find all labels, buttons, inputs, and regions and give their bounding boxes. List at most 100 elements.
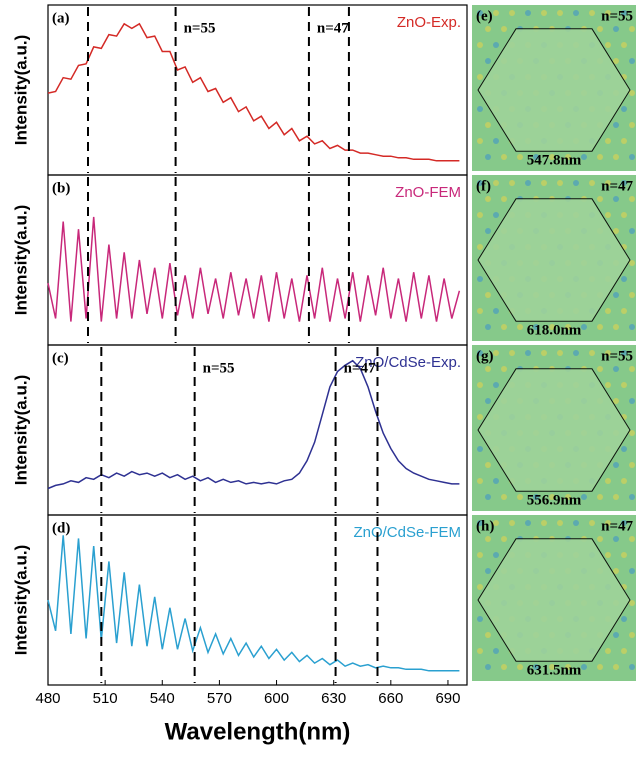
field-spot: [493, 382, 499, 388]
field-spot: [629, 26, 635, 32]
field-spot: [621, 520, 627, 526]
field-spot: [493, 648, 499, 654]
map-label: (h): [476, 518, 494, 534]
mode-label: n=47: [344, 360, 376, 376]
field-spot: [597, 494, 603, 500]
field-spot: [549, 154, 555, 160]
panel-label: (b): [52, 180, 70, 196]
field-spot: [477, 180, 483, 186]
field-spot: [629, 494, 635, 500]
field-spot: [629, 632, 635, 638]
field-spot: [493, 350, 499, 356]
field-spot: [621, 308, 627, 314]
field-spot: [485, 154, 491, 160]
field-spot: [581, 494, 587, 500]
series-name: ZnO/CdSe-Exp.: [355, 354, 461, 371]
field-spot: [613, 228, 619, 234]
field-spot: [589, 520, 595, 526]
field-spot: [501, 324, 507, 330]
field-spot: [493, 10, 499, 16]
field-map: (f) n=47 618.0nm: [472, 175, 636, 341]
field-spot: [541, 180, 547, 186]
field-spot: [501, 664, 507, 670]
field-spot: [501, 26, 507, 32]
series-name: ZnO-FEM: [395, 184, 461, 201]
field-spot: [557, 180, 563, 186]
field-spot: [485, 196, 491, 202]
series-name: ZnO/CdSe-FEM: [353, 524, 461, 541]
field-spot: [629, 260, 635, 266]
field-spot: [613, 26, 619, 32]
hexagon: [477, 538, 631, 662]
field-spot: [629, 536, 635, 542]
field-spot: [477, 446, 483, 452]
field-spot: [485, 324, 491, 330]
field-spot: [541, 10, 547, 16]
field-spot: [613, 196, 619, 202]
panel-label: (d): [52, 520, 70, 536]
field-spot: [565, 494, 571, 500]
field-spot: [477, 520, 483, 526]
field-spot: [573, 350, 579, 356]
field-spot: [589, 10, 595, 16]
field-spot: [557, 520, 563, 526]
field-map: (g) n=55 556.9nm: [472, 345, 636, 511]
map-mode: n=47: [601, 518, 633, 534]
mode-label: n=55: [184, 20, 216, 36]
field-spot: [477, 106, 483, 112]
field-spot: [549, 324, 555, 330]
field-spot: [605, 212, 611, 218]
field-spot: [485, 632, 491, 638]
y-axis-label: Intensity(a.u.): [11, 545, 30, 656]
field-spot: [565, 324, 571, 330]
field-spot: [605, 180, 611, 186]
field-spot: [493, 552, 499, 558]
x-tick-label: 510: [93, 690, 118, 707]
field-spot: [629, 324, 635, 330]
panel-label: (c): [52, 350, 69, 366]
field-spot: [621, 138, 627, 144]
field-spot: [509, 520, 515, 526]
field-spot: [613, 462, 619, 468]
map-wavelength: 618.0nm: [527, 322, 582, 338]
field-spot: [493, 520, 499, 526]
y-axis-label: Intensity(a.u.): [11, 205, 30, 316]
map-mode: n=47: [601, 178, 633, 194]
field-spot: [493, 212, 499, 218]
field-spot: [549, 664, 555, 670]
field-spot: [613, 122, 619, 128]
field-spot: [621, 42, 627, 48]
field-spot: [493, 478, 499, 484]
field-spot: [477, 138, 483, 144]
x-tick-label: 690: [435, 690, 460, 707]
field-spot: [605, 42, 611, 48]
x-tick-label: 480: [35, 690, 60, 707]
field-spot: [525, 10, 531, 16]
panel-label: (a): [52, 10, 70, 26]
field-spot: [493, 42, 499, 48]
field-spot: [629, 398, 635, 404]
field-spot: [629, 462, 635, 468]
field-spot: [597, 196, 603, 202]
x-tick-label: 540: [150, 690, 175, 707]
field-spot: [597, 154, 603, 160]
x-tick-label: 630: [321, 690, 346, 707]
field-spot: [589, 180, 595, 186]
field-spot: [621, 350, 627, 356]
field-spot: [477, 276, 483, 282]
map-wavelength: 547.8nm: [527, 152, 582, 168]
field-spot: [477, 350, 483, 356]
field-spot: [605, 520, 611, 526]
field-spot: [629, 430, 635, 436]
field-spot: [557, 350, 563, 356]
field-spot: [477, 42, 483, 48]
field-spot: [485, 292, 491, 298]
field-spot: [573, 520, 579, 526]
field-spot: [493, 138, 499, 144]
x-tick-label: 600: [264, 690, 289, 707]
field-spot: [613, 58, 619, 64]
field-spot: [477, 414, 483, 420]
field-spot: [501, 366, 507, 372]
field-spot: [629, 196, 635, 202]
field-spot: [613, 324, 619, 330]
